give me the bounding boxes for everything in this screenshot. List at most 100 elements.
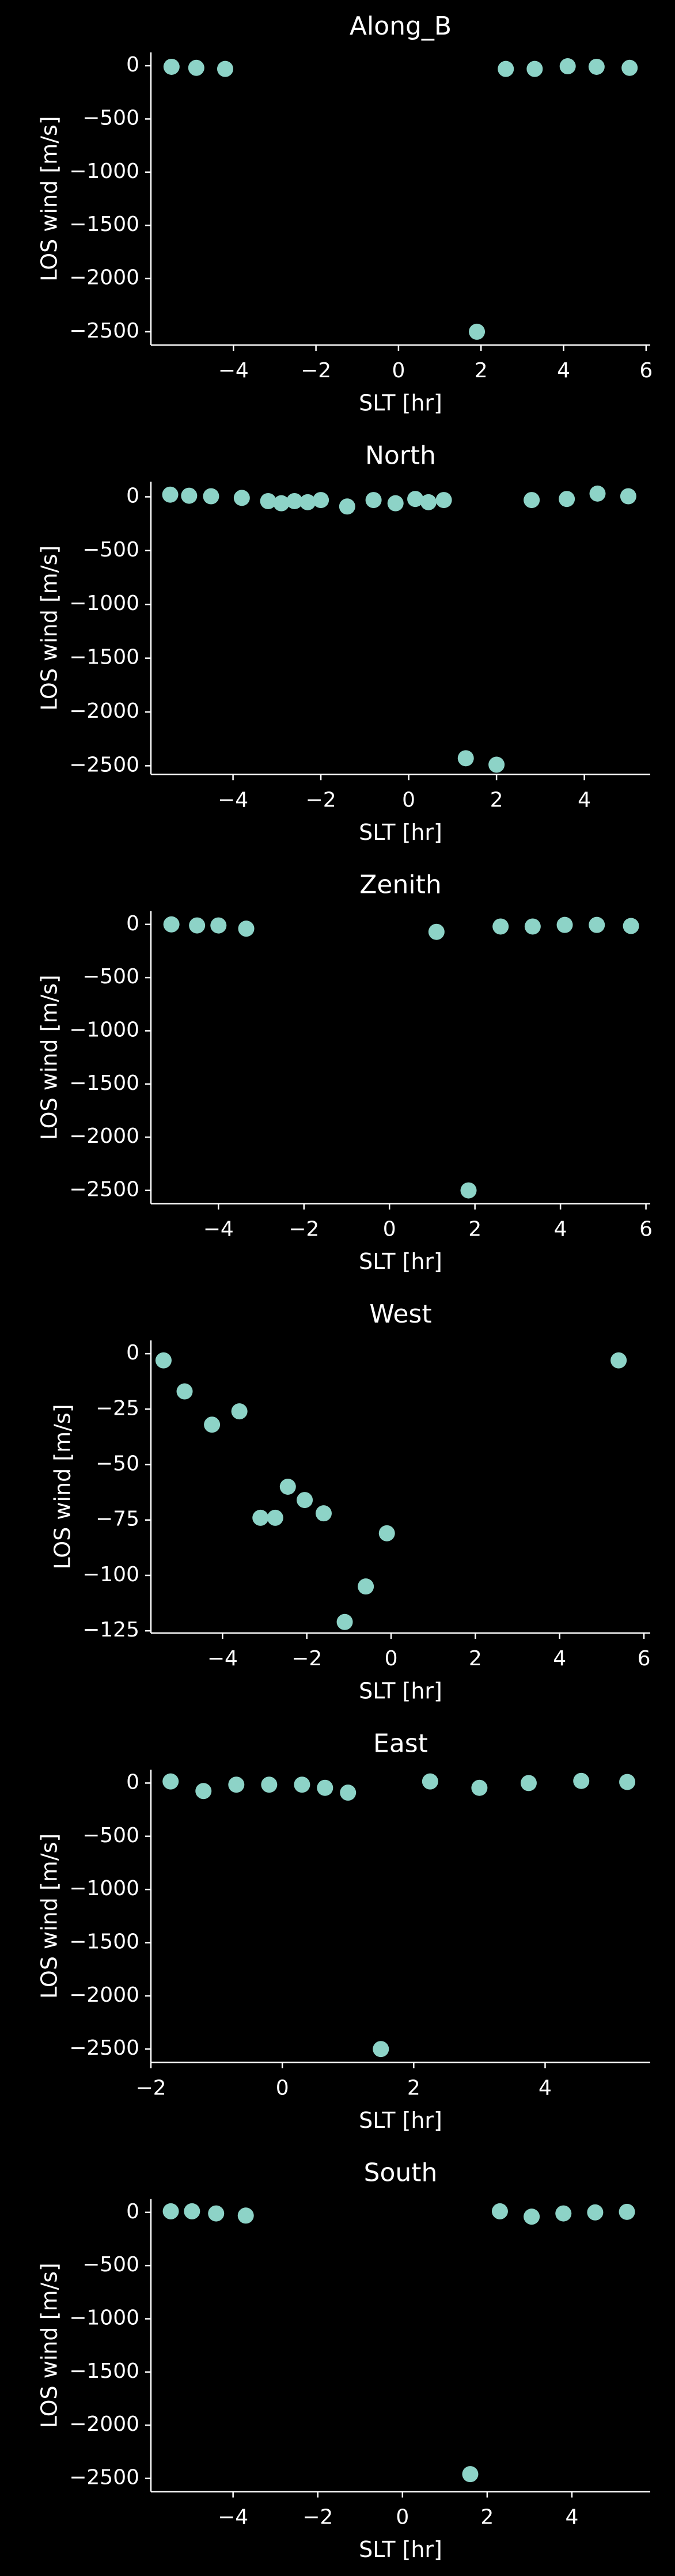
y-axis-label: LOS wind [m/s]: [37, 975, 62, 1140]
scatter-point: [210, 917, 227, 934]
scatter-point: [488, 756, 505, 773]
y-tick-label: −500: [82, 2253, 139, 2276]
x-tick-label: 0: [396, 2506, 409, 2529]
x-tick-label: 4: [554, 1218, 567, 1241]
scatter-point: [492, 918, 509, 935]
scatter-point: [407, 491, 424, 507]
scatter-point: [491, 2203, 508, 2219]
scatter-point: [195, 1783, 212, 1800]
x-tick-label: 6: [638, 1647, 651, 1670]
subplot: East −2500 −2000 −1500 −1000 −500 0 −2 0 2 4 SLT [h…: [37, 1729, 650, 2133]
y-tick-label: −2500: [69, 2466, 139, 2490]
scatter-point: [184, 2203, 200, 2219]
x-tick-label: 6: [639, 1218, 653, 1241]
x-tick-label: −2: [306, 788, 336, 812]
scatter-point: [336, 1613, 353, 1630]
scatter-point: [620, 488, 636, 505]
x-axis-label: SLT [hr]: [359, 391, 442, 416]
scatter-point: [589, 916, 605, 933]
subplot-title: West: [369, 1300, 431, 1329]
scatter-point: [365, 492, 382, 509]
y-tick-label: 0: [126, 2200, 139, 2223]
scatter-point: [420, 494, 437, 510]
y-tick-label: −1000: [69, 160, 139, 183]
y-tick-label: 0: [126, 484, 139, 507]
scatter-point: [435, 492, 452, 509]
scatter-point: [261, 1776, 278, 1793]
y-tick-label: −2000: [69, 266, 139, 290]
x-tick-label: 0: [383, 1218, 396, 1241]
scatter-point: [428, 923, 445, 940]
scatter-point: [498, 60, 514, 77]
scatter-point: [163, 916, 180, 933]
scatter-point: [610, 1352, 627, 1369]
scatter-point: [462, 2466, 479, 2483]
x-tick-label: 2: [475, 359, 488, 382]
scatter-point: [286, 493, 303, 509]
scatter-point: [524, 2208, 540, 2225]
scatter-point: [273, 495, 290, 512]
scatter-point: [208, 2205, 225, 2222]
x-axis-label: SLT [hr]: [359, 1679, 442, 1704]
scatter-point: [181, 487, 198, 504]
y-tick-label: −1500: [69, 2359, 139, 2383]
scatter-point: [619, 1774, 636, 1790]
x-tick-label: 4: [539, 2076, 552, 2100]
y-tick-label: −500: [82, 106, 139, 130]
y-tick-label: −2500: [69, 753, 139, 776]
subplot: South −2500 −2000 −1500 −1000 −500 0 −4 −2 0 2 4 SLT…: [37, 2158, 650, 2562]
y-tick-label: −1500: [69, 213, 139, 236]
subplot: North −2500 −2000 −1500 −1000 −500 0 −4 −2 0 2 4 SLT…: [37, 441, 650, 845]
x-tick-label: −2: [291, 1647, 322, 1670]
scatter-point: [231, 1403, 248, 1420]
y-tick-label: −2000: [69, 2412, 139, 2436]
y-tick-label: −1000: [69, 1877, 139, 1900]
scatter-point: [555, 2205, 572, 2222]
y-tick-label: −1000: [69, 2306, 139, 2329]
scatter-point: [340, 1785, 357, 1801]
scatter-point: [520, 1775, 537, 1791]
x-tick-label: 2: [480, 2506, 494, 2529]
scatter-point: [188, 59, 204, 76]
x-tick-label: −4: [207, 1647, 238, 1670]
y-axis-label: LOS wind [m/s]: [37, 2263, 62, 2428]
x-tick-label: −2: [302, 2506, 333, 2529]
subplot: Along_B −2500 −2000 −1500 −1000 −500 0 −4 −2 0 2 4 6…: [37, 12, 653, 416]
y-tick-label: −1500: [69, 1930, 139, 1954]
scatter-point: [556, 916, 573, 933]
subplot: West −125 −100 −75 −50 −25 0 −4 −2 0 2 4 6 SLT [hr] LO…: [50, 1300, 651, 1704]
y-tick-label: −2500: [69, 1178, 139, 1202]
scatter-point: [378, 1525, 395, 1541]
scatter-point: [373, 2041, 389, 2058]
scatter-point: [524, 492, 540, 509]
scatter-point: [228, 1776, 245, 1793]
x-tick-label: −2: [289, 1218, 319, 1241]
scatter-point: [155, 1352, 172, 1369]
x-tick-label: 6: [639, 359, 653, 382]
y-axis-label: LOS wind [m/s]: [37, 545, 62, 711]
y-tick-label: 0: [126, 1770, 139, 1794]
y-tick-label: −50: [96, 1452, 139, 1476]
scatter-point: [294, 1776, 310, 1793]
y-tick-label: −2500: [69, 319, 139, 343]
scatter-point: [176, 1383, 193, 1400]
scatter-point: [204, 1416, 221, 1433]
y-tick-label: −2000: [69, 1983, 139, 2007]
y-tick-label: 0: [126, 912, 139, 935]
scatter-point: [526, 60, 543, 77]
scatter-point: [619, 2203, 635, 2220]
scatter-point: [457, 750, 474, 767]
x-tick-label: −4: [218, 788, 248, 812]
scatter-point: [588, 58, 605, 75]
x-tick-label: 0: [402, 788, 415, 812]
scatter-point: [313, 492, 329, 509]
y-tick-label: −100: [82, 1563, 139, 1586]
x-tick-label: 4: [578, 788, 591, 812]
scatter-point: [163, 58, 180, 75]
scatter-point: [469, 323, 486, 340]
scatter-point: [299, 494, 316, 510]
y-tick-label: −500: [82, 538, 139, 562]
subplot-title: North: [365, 441, 436, 470]
